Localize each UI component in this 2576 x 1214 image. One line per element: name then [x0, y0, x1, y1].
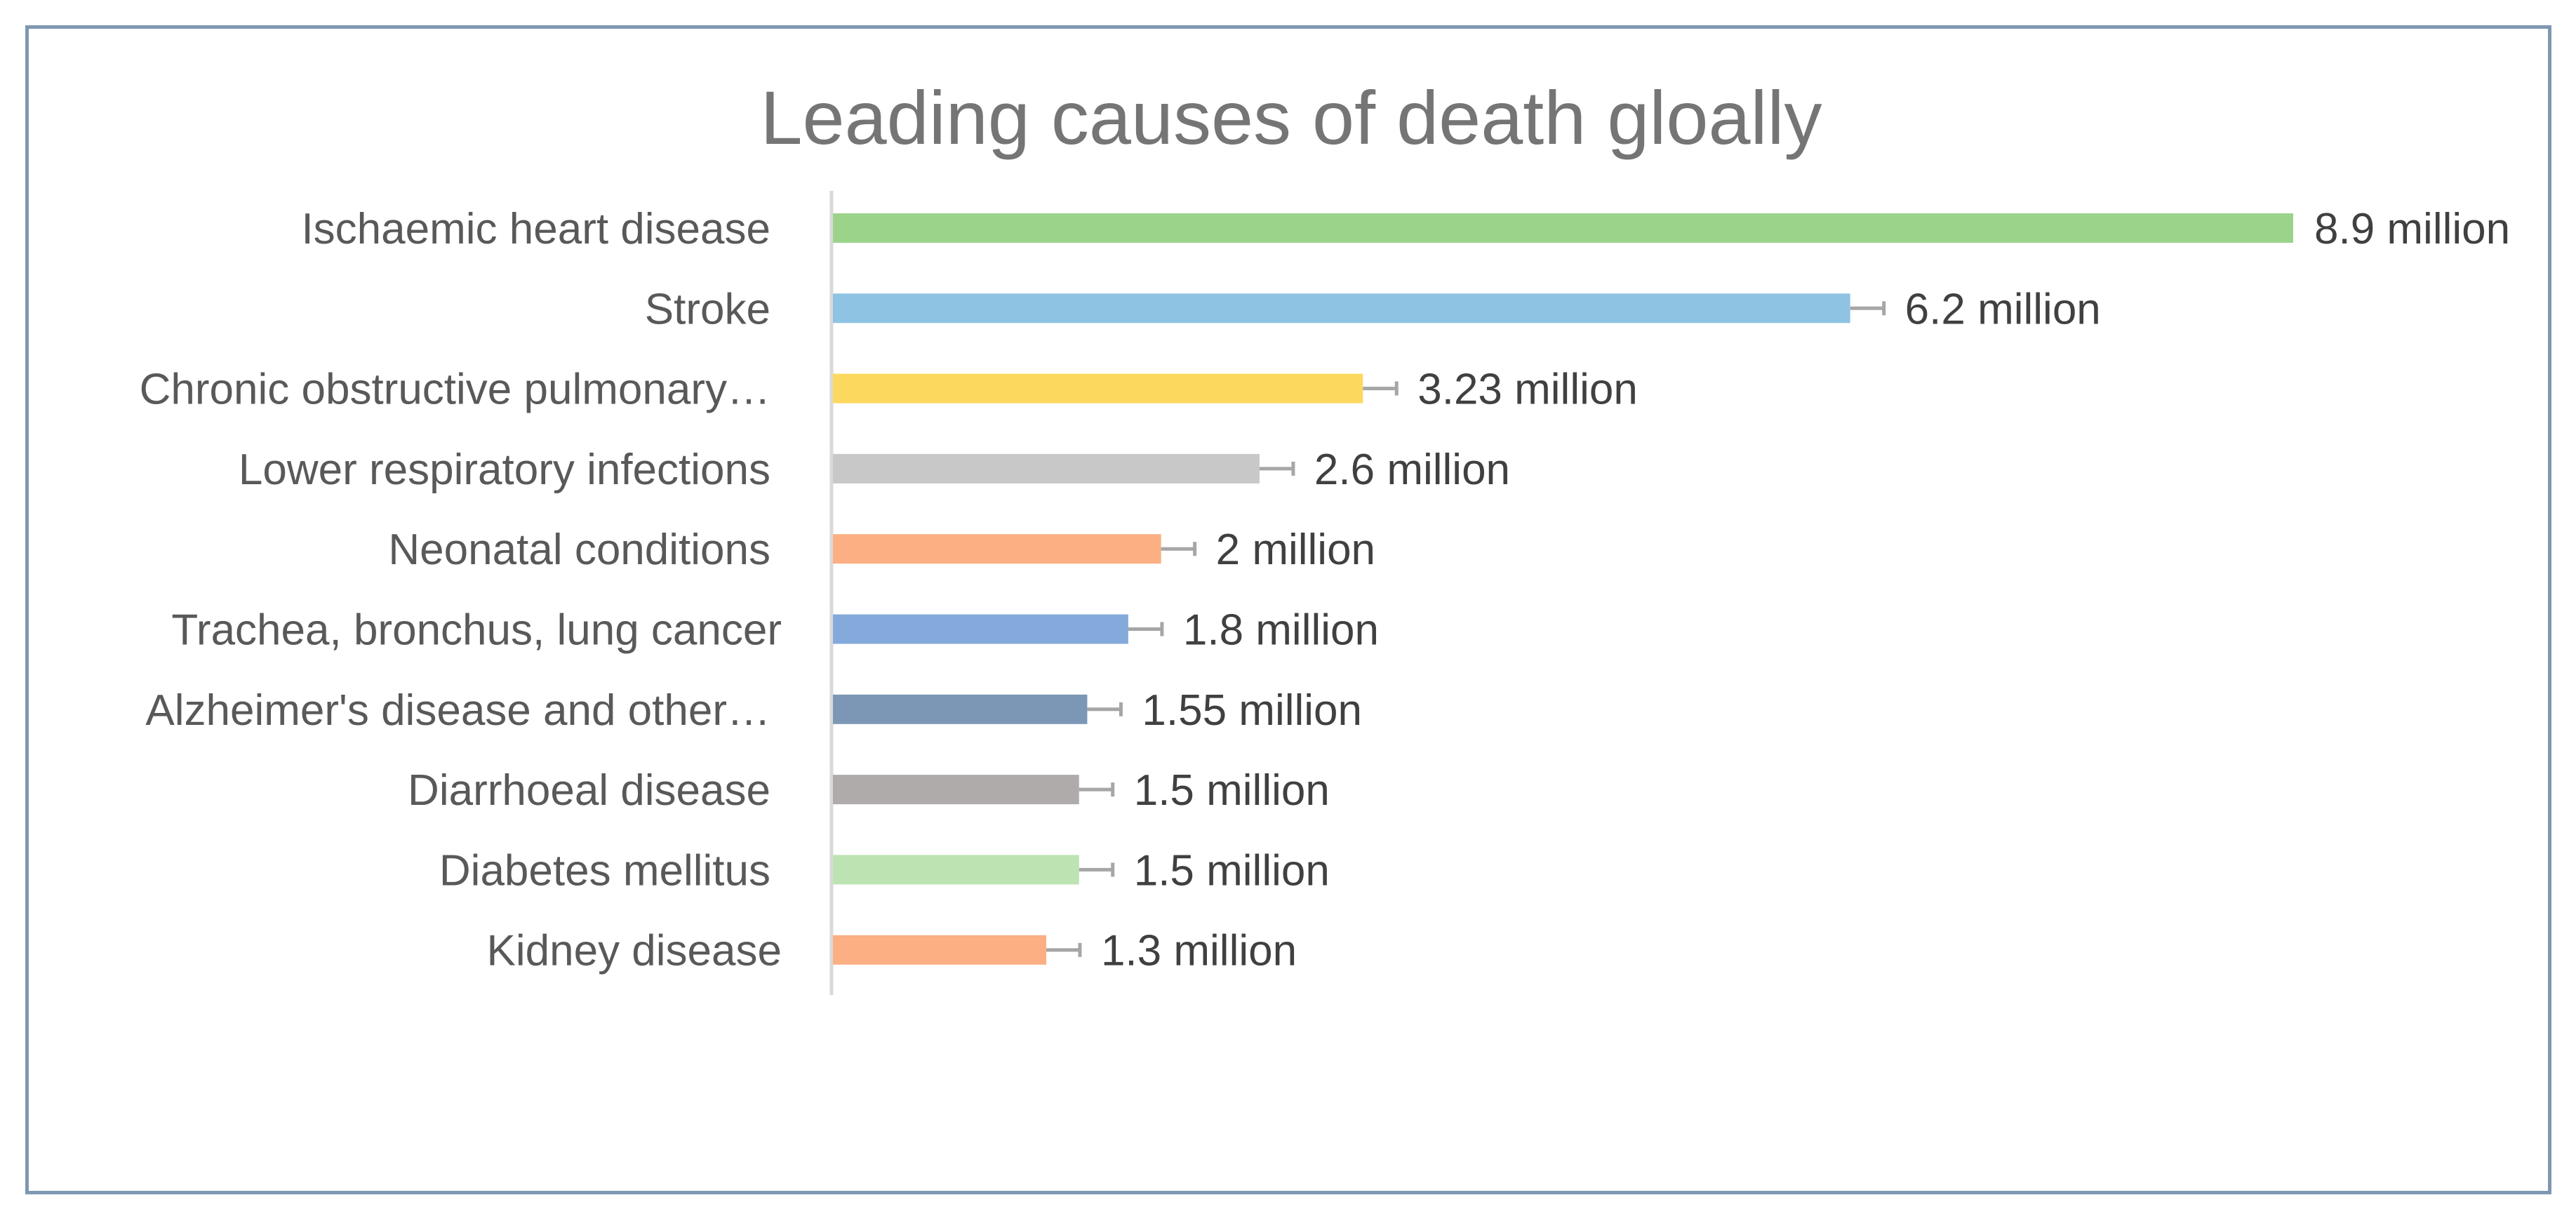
- bar: [833, 453, 1260, 483]
- value-label: 1.3 million: [1101, 927, 1297, 975]
- category-label: Diabetes mellitus: [439, 846, 770, 895]
- value-label: 1.5 million: [1134, 846, 1330, 895]
- bar: [833, 293, 1850, 323]
- category-label: Chronic obstructive pulmonary…: [140, 366, 770, 414]
- value-label: 3.23 million: [1417, 366, 1638, 414]
- category-label: Diarrhoeal disease: [408, 766, 770, 815]
- category-label: Stroke: [645, 285, 770, 333]
- bar: [833, 694, 1088, 724]
- bar: [833, 775, 1079, 805]
- value-label: 2 million: [1216, 526, 1375, 574]
- bar: [833, 614, 1128, 644]
- bar: [833, 534, 1161, 564]
- category-label: Alzheimer's disease and other…: [145, 686, 770, 735]
- chart-title: Leading causes of death gloally: [760, 75, 1822, 160]
- category-label: Trachea, bronchus, lung cancer: [171, 606, 782, 655]
- value-label: 8.9 million: [2314, 205, 2510, 253]
- value-label: 6.2 million: [1905, 285, 2101, 333]
- category-label: Lower respiratory infections: [239, 446, 770, 494]
- value-label: 1.8 million: [1183, 606, 1379, 655]
- value-label: 2.6 million: [1314, 446, 1510, 494]
- value-label: 1.55 million: [1142, 686, 1362, 735]
- bar: [833, 855, 1079, 885]
- category-label: Ischaemic heart disease: [301, 205, 770, 253]
- bars-group: Ischaemic heart disease 8.9 million Stroke…: [140, 205, 2511, 975]
- category-label: Kidney disease: [487, 927, 782, 975]
- category-label: Neonatal conditions: [388, 526, 770, 574]
- bar: [833, 935, 1046, 965]
- bar: [833, 213, 2293, 243]
- bar: [833, 373, 1363, 403]
- value-label: 1.5 million: [1134, 766, 1330, 815]
